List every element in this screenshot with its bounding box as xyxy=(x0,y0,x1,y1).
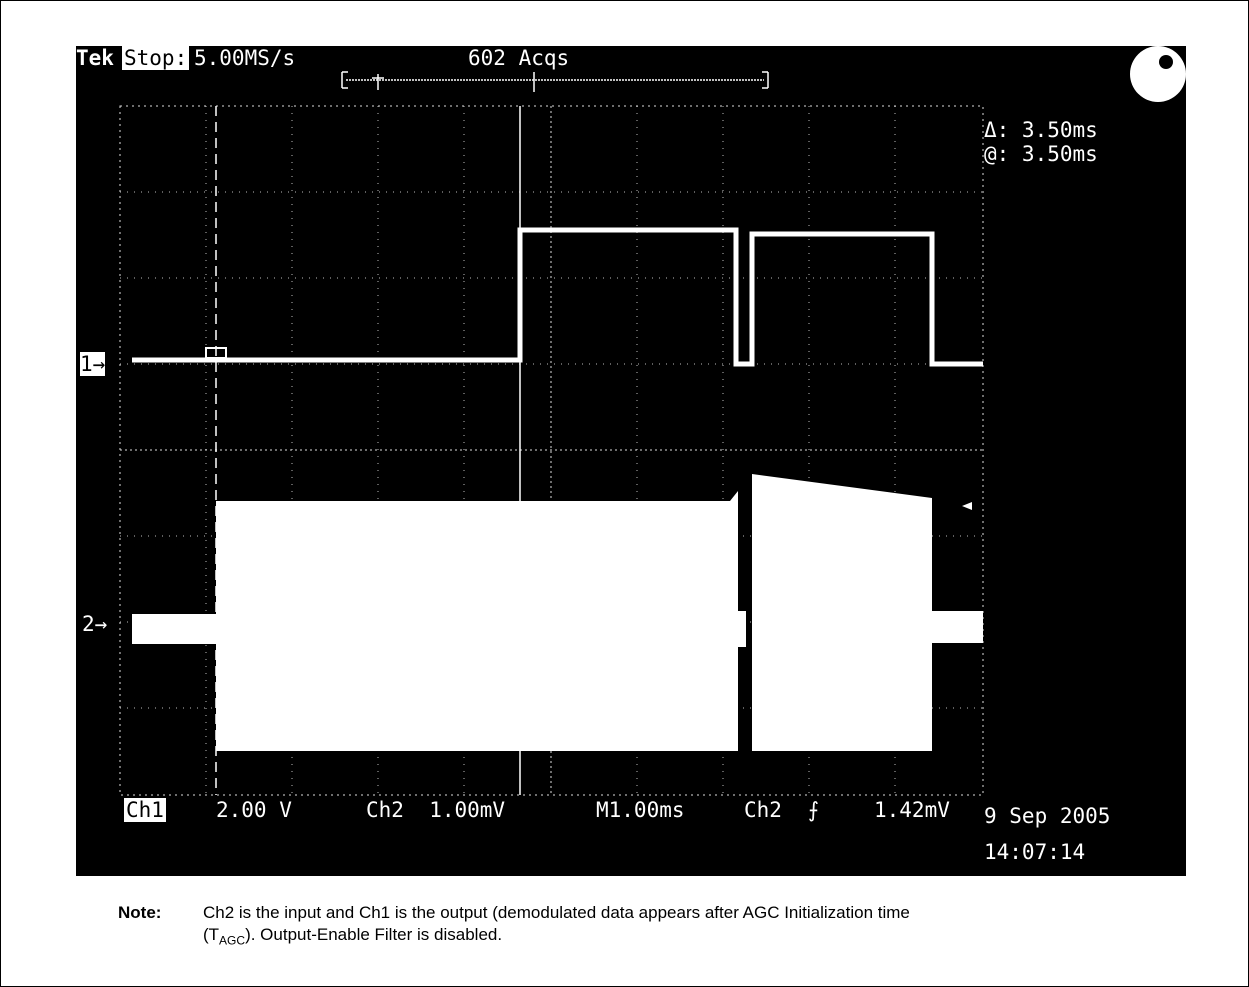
trigger-level: 1.42mV xyxy=(874,798,950,822)
note-text: Ch2 is the input and Ch1 is the output (… xyxy=(203,902,1203,951)
ch2-trace xyxy=(132,474,983,751)
ch1-trigger-flag xyxy=(205,347,227,359)
record-window-indicator xyxy=(341,71,769,92)
note-line-2: (TAGC). Output-Enable Filter is disabled… xyxy=(203,925,503,948)
run-state: Stop: xyxy=(122,46,190,70)
trigger-slope-icon: ⨍ xyxy=(808,798,819,822)
ch2-ground-marker: 2→ xyxy=(82,612,108,636)
brand-logo: Tek xyxy=(76,46,114,70)
trigger-source: Ch2 xyxy=(744,798,795,822)
note-line-1: Ch2 is the input and Ch1 is the output (… xyxy=(203,903,910,922)
sample-rate: 5.00MS/s xyxy=(194,46,296,70)
agc-subscript: AGC xyxy=(219,933,246,948)
oscilloscope-screen: Tek Stop: 5.00MS/s 602 Acqs Δ: 3.50ms @:… xyxy=(76,46,1186,876)
timebase: M1.00ms xyxy=(596,798,685,822)
note-label: Note: xyxy=(118,903,162,922)
waveform-display xyxy=(119,71,984,796)
graticule-center-axes xyxy=(120,106,983,795)
ch2-scale: Ch2 1.00mV xyxy=(366,798,506,822)
acquisition-status-icon xyxy=(1130,46,1186,102)
cursor-delta-readout: Δ: 3.50ms xyxy=(984,118,1098,142)
ch1-trace xyxy=(132,227,983,367)
ch1-label: Ch1 xyxy=(124,798,166,822)
graticule-border xyxy=(119,105,984,796)
ch1-scale: 2.00 V xyxy=(216,798,292,822)
capture-date: 9 Sep 2005 xyxy=(984,804,1111,828)
trigger-level-marker xyxy=(962,502,972,510)
cursor-position-readout: @: 3.50ms xyxy=(984,142,1098,166)
capture-time: 14:07:14 xyxy=(984,840,1086,864)
acquisition-count: 602 Acqs xyxy=(468,46,570,70)
ch1-ground-marker: 1→ xyxy=(80,352,106,376)
